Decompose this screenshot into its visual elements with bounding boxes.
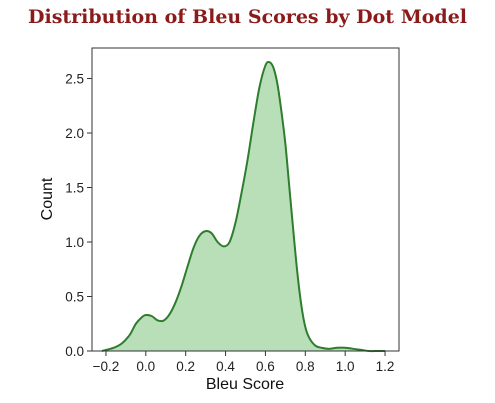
y-tick-label: 0.0 xyxy=(65,344,84,359)
y-axis-label: Count xyxy=(39,177,56,220)
y-tick-label: 2.0 xyxy=(65,126,84,141)
x-tick-label: 0.6 xyxy=(256,359,275,374)
chart-title: Distribution of Bleu Scores by Dot Model xyxy=(28,6,467,28)
y-tick-label: 2.5 xyxy=(65,72,84,87)
plot-frame xyxy=(91,47,400,352)
x-tick-label: 0.0 xyxy=(136,359,155,374)
x-tick-label: 0.4 xyxy=(216,359,235,374)
kde-curve-line xyxy=(101,60,386,353)
x-tick-label: 1.0 xyxy=(336,359,355,374)
x-tick-label: −0.2 xyxy=(93,359,120,374)
y-axis-ticks: 0.0 0.5 1.0 1.5 2.0 2.5 xyxy=(65,72,92,359)
y-tick-label: 1.0 xyxy=(65,235,84,250)
y-tick-label: 0.5 xyxy=(65,290,84,305)
y-tick-label: 1.5 xyxy=(65,181,84,196)
x-tick-label: 1.2 xyxy=(376,359,395,374)
x-axis-label: Bleu Score xyxy=(206,376,284,393)
x-axis-ticks: −0.2 0.0 0.2 0.4 0.6 0.8 1.0 1.2 xyxy=(93,351,395,374)
kde-area-fill xyxy=(101,61,386,352)
x-tick-label: 0.2 xyxy=(176,359,195,374)
x-tick-label: 0.8 xyxy=(296,359,315,374)
